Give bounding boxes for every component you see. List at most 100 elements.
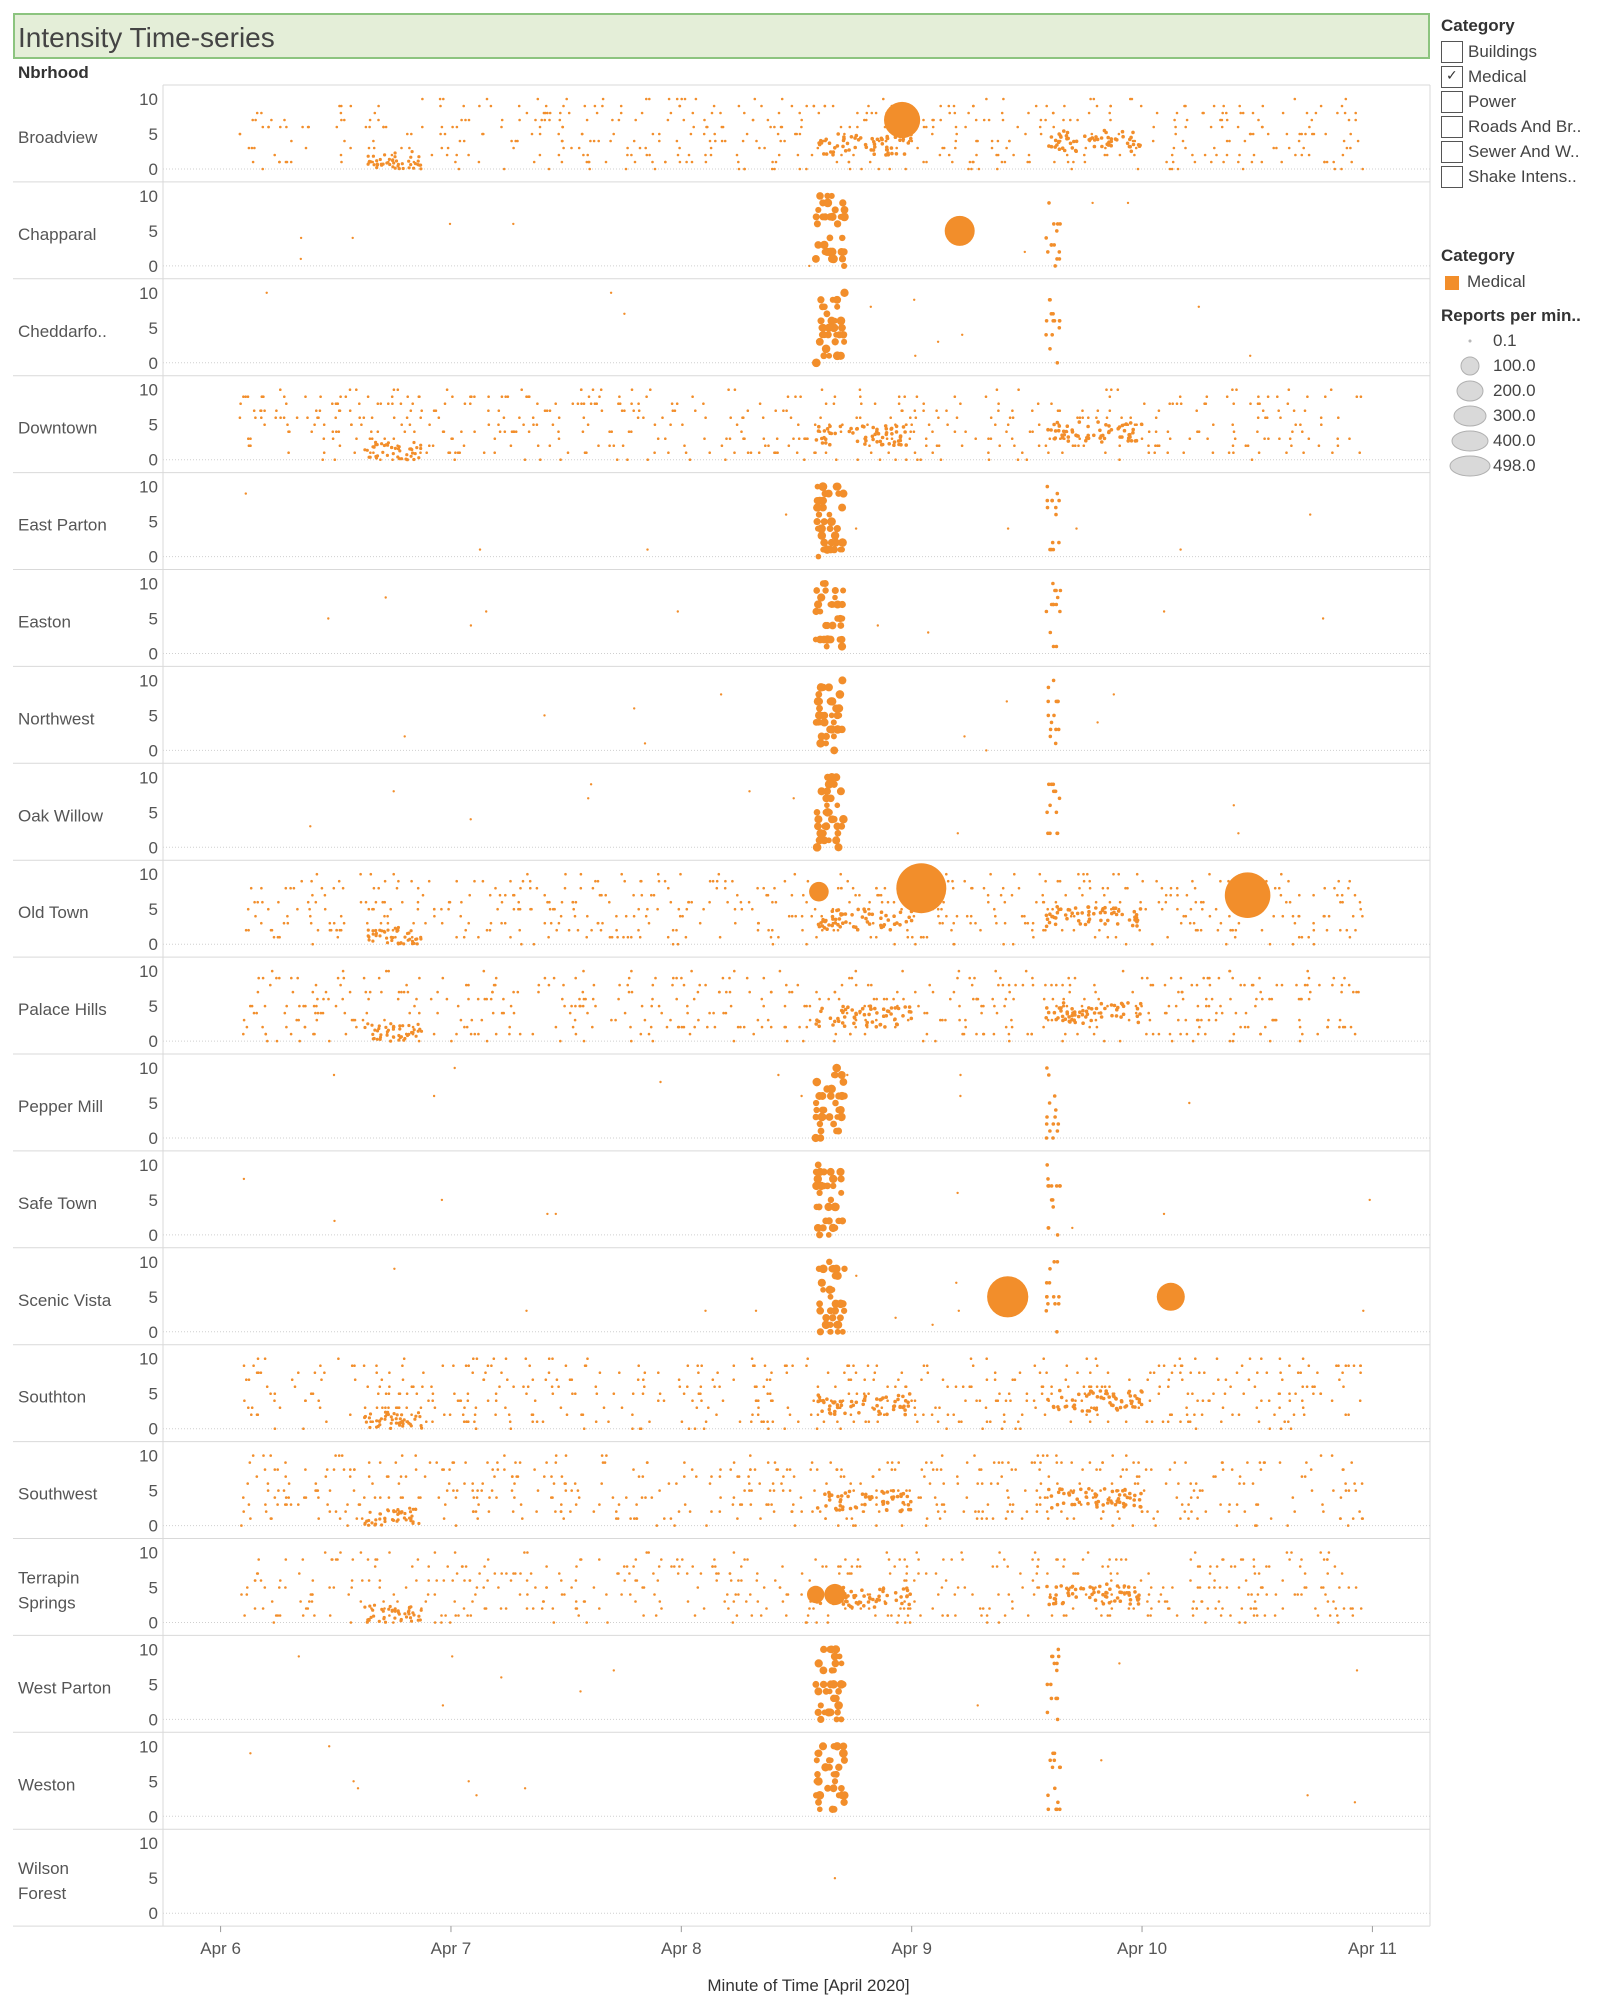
data-point — [1028, 160, 1031, 164]
data-point — [1000, 1427, 1004, 1430]
data-point — [363, 1496, 366, 1499]
data-point — [1061, 429, 1066, 434]
data-point — [651, 160, 654, 164]
data-point — [756, 1600, 760, 1603]
data-point — [396, 388, 400, 392]
data-point — [823, 643, 830, 650]
data-point — [1013, 872, 1016, 876]
data-point — [489, 104, 493, 108]
data-point — [391, 458, 394, 462]
data-point — [1063, 104, 1066, 108]
data-point — [846, 1005, 850, 1009]
data-point — [1349, 1025, 1353, 1029]
data-point — [1265, 1593, 1268, 1596]
data-point — [773, 167, 776, 171]
data-point — [771, 1482, 775, 1485]
data-point — [997, 402, 1000, 406]
data-point — [379, 1496, 382, 1499]
data-point — [852, 1489, 855, 1492]
data-point — [1293, 1510, 1296, 1513]
data-point — [1303, 1572, 1307, 1575]
data-point — [873, 402, 877, 406]
data-point — [1110, 1501, 1114, 1505]
data-point — [1347, 1413, 1350, 1416]
data-point — [835, 1127, 843, 1135]
data-point — [1090, 1406, 1093, 1409]
data-point — [1152, 125, 1155, 129]
data-point — [913, 298, 916, 301]
data-point — [389, 1421, 393, 1425]
data-point — [748, 1482, 751, 1485]
data-point — [531, 1032, 535, 1036]
data-point — [494, 976, 498, 980]
data-point — [285, 1503, 288, 1506]
data-point — [316, 1489, 320, 1492]
data-point — [1050, 1018, 1054, 1022]
data-point — [1179, 976, 1183, 980]
data-point — [1073, 1020, 1077, 1025]
data-point — [888, 1572, 892, 1575]
data-point — [987, 458, 991, 462]
data-point — [731, 1621, 735, 1624]
data-point — [776, 451, 779, 455]
data-point — [454, 451, 457, 455]
data-point — [1046, 1302, 1050, 1306]
data-point — [1214, 1475, 1217, 1478]
data-point — [440, 1621, 443, 1624]
data-point — [289, 1503, 293, 1506]
data-point — [706, 125, 709, 129]
data-point — [952, 1413, 955, 1416]
data-point — [1044, 1281, 1049, 1285]
data-point — [1051, 644, 1056, 649]
data-point — [410, 150, 414, 154]
data-point — [1050, 1614, 1054, 1617]
data-point — [1319, 1454, 1323, 1457]
data-point — [650, 1004, 653, 1008]
data-point — [445, 388, 449, 392]
data-point — [1106, 918, 1110, 923]
data-point — [940, 1503, 944, 1506]
data-point — [653, 423, 657, 427]
data-point — [244, 492, 247, 495]
data-point — [414, 1454, 418, 1457]
data-point — [643, 1018, 647, 1022]
data-point — [273, 1392, 277, 1395]
data-point — [874, 1614, 877, 1617]
data-point — [942, 900, 945, 904]
data-point — [614, 1018, 617, 1022]
data-point — [861, 1402, 865, 1407]
data-point — [400, 457, 404, 461]
data-point — [972, 160, 975, 164]
data-point — [817, 608, 824, 615]
data-point — [1127, 918, 1132, 922]
data-point — [409, 454, 413, 458]
data-point — [1253, 1385, 1257, 1388]
data-point — [314, 983, 318, 987]
data-point — [810, 914, 813, 918]
data-point — [726, 900, 729, 904]
data-point — [1229, 928, 1232, 932]
data-point — [287, 1496, 291, 1499]
data-point — [518, 416, 521, 420]
data-point — [430, 153, 434, 157]
data-point — [250, 1004, 254, 1008]
data-point — [548, 444, 552, 448]
data-point — [442, 1468, 446, 1471]
data-point — [1044, 983, 1047, 987]
data-point — [1091, 1496, 1095, 1499]
data-point — [889, 1006, 894, 1010]
data-point — [886, 1614, 890, 1617]
data-point — [363, 1406, 367, 1409]
data-point — [746, 451, 750, 455]
data-point — [833, 990, 837, 994]
data-point — [1116, 1510, 1120, 1513]
data-point — [909, 136, 913, 141]
data-point — [1084, 1495, 1089, 1499]
y-tick-label: 5 — [149, 1482, 158, 1501]
data-point — [526, 1551, 529, 1554]
data-point — [1070, 167, 1073, 171]
data-point — [576, 402, 580, 406]
data-point — [838, 1406, 842, 1409]
data-point — [1342, 1385, 1345, 1388]
data-point — [1051, 782, 1056, 787]
